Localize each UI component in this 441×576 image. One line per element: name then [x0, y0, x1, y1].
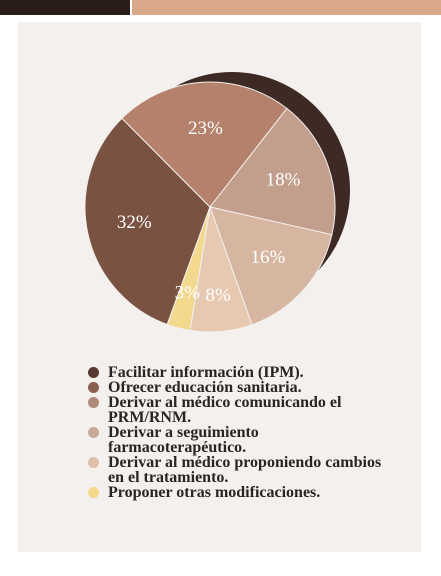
legend-item: Ofrecer educación sanitaria. — [88, 379, 388, 396]
legend-swatch — [88, 427, 99, 438]
pie-slice — [166, 206, 211, 331]
legend-item: Derivar a seguimiento farmacoterapéutico… — [88, 424, 388, 456]
pie-slice — [209, 107, 336, 236]
legend: Facilitar información (IPM). Ofrecer educ… — [88, 364, 388, 501]
legend-item: Facilitar información (IPM). — [88, 364, 388, 381]
value-label: 3% — [175, 282, 201, 303]
value-label: 16% — [251, 247, 286, 268]
value-label: 23% — [188, 118, 223, 139]
pie-slice — [84, 117, 211, 326]
legend-label: Facilitar información (IPM). — [108, 364, 304, 381]
legend-swatch — [88, 382, 99, 393]
legend-item: Derivar al médico comunicando el PRM/RNM… — [88, 394, 388, 426]
legend-item: Proponer otras modificaciones. — [88, 484, 388, 501]
value-label: 8% — [205, 285, 231, 306]
legend-swatch — [88, 457, 99, 468]
legend-item: Derivar al médico proponiendo cambios en… — [88, 454, 388, 486]
header-bar — [132, 0, 441, 15]
pie-slice — [121, 81, 288, 208]
pie-slice — [209, 206, 333, 326]
legend-label: Proponer otras modificaciones. — [108, 484, 321, 501]
value-label: 18% — [266, 169, 301, 190]
legend-swatch — [88, 367, 99, 378]
legend-label: Ofrecer educación sanitaria. — [108, 379, 302, 396]
header-bar — [0, 0, 130, 15]
legend-swatch — [88, 397, 99, 408]
legend-label: Derivar al médico proponiendo cambios en… — [108, 454, 382, 486]
legend-label: Derivar al médico comunicando el PRM/RNM… — [108, 394, 342, 426]
value-label: 32% — [117, 212, 152, 233]
legend-label: Derivar a seguimiento farmacoterapéutico… — [108, 424, 259, 456]
legend-swatch — [88, 487, 99, 498]
